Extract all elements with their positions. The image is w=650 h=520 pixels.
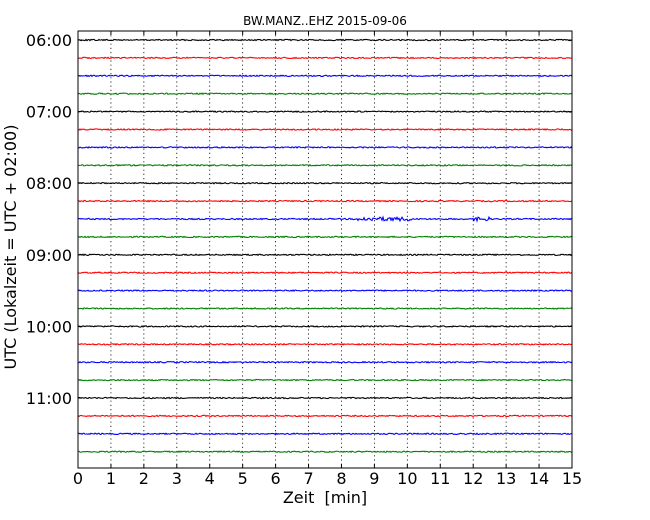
trace-line [77,199,573,203]
x-tick-label: 12 [463,469,483,488]
trace-line [77,128,573,131]
x-tick-label: 9 [369,469,379,488]
y-tick-label: 07:00 [26,103,72,122]
x-tick-label: 7 [303,469,313,488]
trace-line [77,110,573,113]
trace-line [77,432,573,436]
x-tick-label: 6 [271,469,281,488]
trace-line [77,450,573,454]
x-tick-label: 10 [397,469,417,488]
trace-line [77,92,573,96]
y-tick-label: 08:00 [26,174,72,193]
y-tick-label: 09:00 [26,246,72,265]
trace-line [77,289,573,293]
trace-line [77,74,573,78]
y-tick-label: 11:00 [26,389,72,408]
x-tick-label: 13 [496,469,516,488]
trace-line [77,378,573,382]
x-tick-label: 14 [529,469,549,488]
x-axis-label: Zeit [min] [283,488,367,507]
plot-frame [77,30,573,469]
trace-line [77,325,573,328]
trace-line [77,56,573,60]
trace-line [77,163,573,167]
x-tick-label: 3 [172,469,182,488]
y-axis: 06:00 07:00 08:00 09:00 10:00 11:00 [26,31,572,408]
trace-line [77,396,573,400]
trace-line [77,342,573,346]
x-tick-label: 5 [238,469,248,488]
vertical-grid [110,31,540,468]
x-tick-label: 2 [139,469,149,488]
y-tick-label: 10:00 [26,317,72,336]
trace-line [77,360,573,364]
x-tick-label: 8 [336,469,346,488]
trace-line [77,215,573,223]
y-tick-label: 06:00 [26,31,72,50]
y-axis-label: UTC (Lokalzeit = UTC + 02:00) [1,125,20,370]
seismic-traces [77,38,573,454]
x-tick-label: 11 [430,469,450,488]
trace-line [77,145,573,149]
trace-line [77,414,573,418]
x-tick-label: 4 [205,469,215,488]
trace-line [77,235,573,239]
x-tick-label: 0 [73,469,83,488]
x-axis: 0 1 2 3 4 5 6 7 8 9 10 11 12 13 14 15 [73,31,582,488]
trace-line [77,253,573,257]
trace-line [77,271,573,275]
x-tick-label: 15 [562,469,582,488]
chart-title: BW.MANZ..EHZ 2015-09-06 [243,14,407,28]
trace-line [77,38,573,42]
trace-line [77,181,573,185]
trace-line [77,307,573,310]
x-tick-label: 1 [106,469,116,488]
